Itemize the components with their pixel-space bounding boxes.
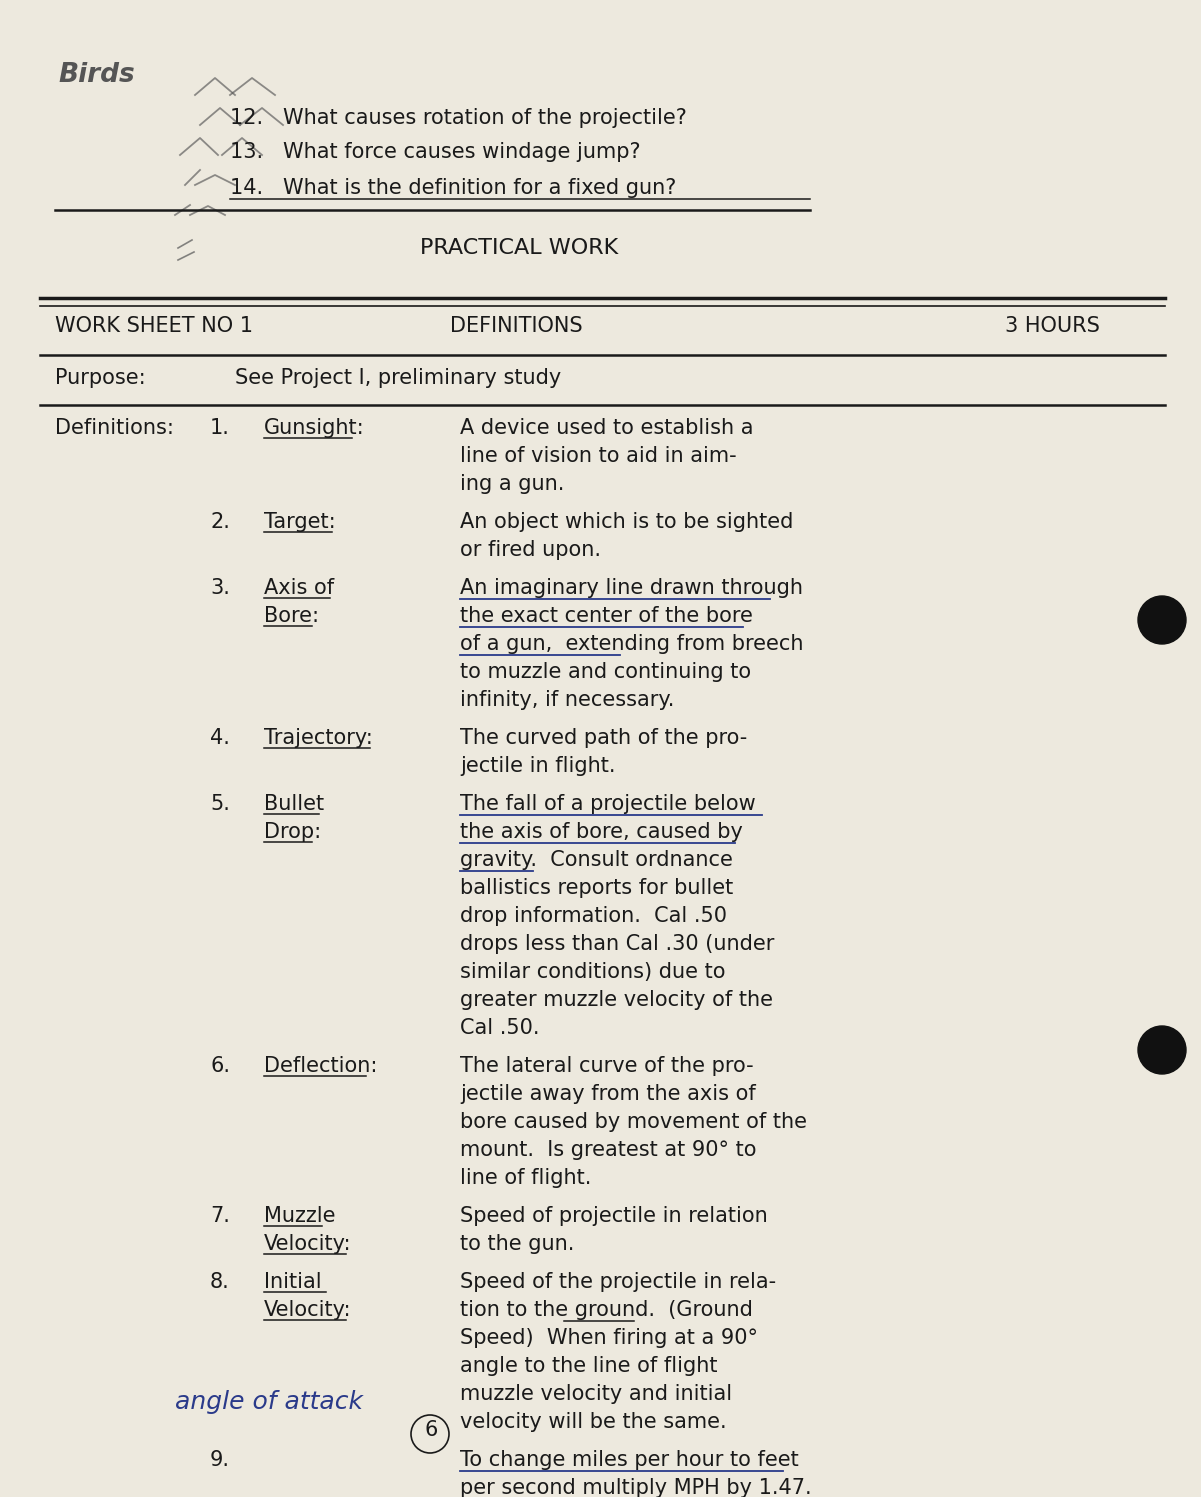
- Text: the axis of bore, caused by: the axis of bore, caused by: [460, 822, 743, 841]
- Text: A device used to establish a: A device used to establish a: [460, 418, 753, 439]
- Text: 2.: 2.: [210, 512, 229, 531]
- Text: Velocity:: Velocity:: [264, 1299, 352, 1320]
- Text: angle of attack: angle of attack: [175, 1391, 363, 1415]
- Text: Velocity:: Velocity:: [264, 1234, 352, 1254]
- Text: Trajectory:: Trajectory:: [264, 728, 372, 748]
- Text: The curved path of the pro-: The curved path of the pro-: [460, 728, 747, 748]
- Text: bore caused by movement of the: bore caused by movement of the: [460, 1112, 807, 1132]
- Text: See Project I, preliminary study: See Project I, preliminary study: [235, 368, 561, 388]
- Text: 3.: 3.: [210, 578, 229, 597]
- Text: similar conditions) due to: similar conditions) due to: [460, 963, 725, 982]
- Text: Speed of projectile in relation: Speed of projectile in relation: [460, 1207, 767, 1226]
- Text: muzzle velocity and initial: muzzle velocity and initial: [460, 1385, 733, 1404]
- Text: 7.: 7.: [210, 1207, 229, 1226]
- Text: PRACTICAL WORK: PRACTICAL WORK: [420, 238, 619, 257]
- Text: 1.: 1.: [210, 418, 229, 439]
- Text: Speed of the projectile in rela-: Speed of the projectile in rela-: [460, 1272, 776, 1292]
- Text: An object which is to be sighted: An object which is to be sighted: [460, 512, 794, 531]
- Text: Deflection:: Deflection:: [264, 1055, 377, 1076]
- Text: jectile in flight.: jectile in flight.: [460, 756, 615, 775]
- Text: mount.  Is greatest at 90° to: mount. Is greatest at 90° to: [460, 1141, 757, 1160]
- Text: ing a gun.: ing a gun.: [460, 475, 564, 494]
- Text: Birds: Birds: [58, 61, 135, 88]
- Text: The lateral curve of the pro-: The lateral curve of the pro-: [460, 1055, 753, 1076]
- Text: 5.: 5.: [210, 793, 229, 814]
- Text: line of vision to aid in aim-: line of vision to aid in aim-: [460, 446, 736, 466]
- Text: Drop:: Drop:: [264, 822, 321, 841]
- Circle shape: [1139, 1025, 1187, 1073]
- Text: 8.: 8.: [210, 1272, 229, 1292]
- Text: 6.: 6.: [210, 1055, 231, 1076]
- Text: to muzzle and continuing to: to muzzle and continuing to: [460, 662, 751, 683]
- Text: ballistics reports for bullet: ballistics reports for bullet: [460, 879, 734, 898]
- Text: Gunsight:: Gunsight:: [264, 418, 365, 439]
- Text: Bullet: Bullet: [264, 793, 324, 814]
- Text: To change miles per hour to feet: To change miles per hour to feet: [460, 1451, 799, 1470]
- Text: 13.   What force causes windage jump?: 13. What force causes windage jump?: [231, 142, 640, 162]
- Text: drop information.  Cal .50: drop information. Cal .50: [460, 906, 727, 927]
- Text: Speed)  When firing at a 90°: Speed) When firing at a 90°: [460, 1328, 758, 1347]
- Text: gravity.  Consult ordnance: gravity. Consult ordnance: [460, 850, 733, 870]
- Text: line of flight.: line of flight.: [460, 1168, 591, 1189]
- Text: An imaginary line drawn through: An imaginary line drawn through: [460, 578, 803, 597]
- Text: Purpose:: Purpose:: [55, 368, 145, 388]
- Text: greater muzzle velocity of the: greater muzzle velocity of the: [460, 990, 773, 1010]
- Text: jectile away from the axis of: jectile away from the axis of: [460, 1084, 755, 1103]
- Text: Muzzle: Muzzle: [264, 1207, 335, 1226]
- Text: 12.   What causes rotation of the projectile?: 12. What causes rotation of the projecti…: [231, 108, 687, 129]
- Text: The fall of a projectile below: The fall of a projectile below: [460, 793, 755, 814]
- Text: infinity, if necessary.: infinity, if necessary.: [460, 690, 675, 710]
- Text: WORK SHEET NO 1: WORK SHEET NO 1: [55, 316, 253, 335]
- Text: 3 HOURS: 3 HOURS: [1005, 316, 1100, 335]
- Text: 14.   What is the definition for a fixed gun?: 14. What is the definition for a fixed g…: [231, 178, 676, 198]
- Text: of a gun,  extending from breech: of a gun, extending from breech: [460, 635, 803, 654]
- Text: Target:: Target:: [264, 512, 335, 531]
- Text: to the gun.: to the gun.: [460, 1234, 574, 1254]
- Text: Initial: Initial: [264, 1272, 322, 1292]
- Text: 4.: 4.: [210, 728, 229, 748]
- Text: Definitions:: Definitions:: [55, 418, 174, 439]
- Text: tion to the ground.  (Ground: tion to the ground. (Ground: [460, 1299, 753, 1320]
- Text: or fired upon.: or fired upon.: [460, 540, 600, 560]
- Circle shape: [1139, 596, 1187, 644]
- Text: Axis of: Axis of: [264, 578, 334, 597]
- Text: Bore:: Bore:: [264, 606, 319, 626]
- Text: the exact center of the bore: the exact center of the bore: [460, 606, 753, 626]
- Text: 9.: 9.: [210, 1451, 231, 1470]
- Text: per second multiply MPH by 1.47.: per second multiply MPH by 1.47.: [460, 1478, 812, 1497]
- Text: drops less than Cal .30 (under: drops less than Cal .30 (under: [460, 934, 775, 954]
- Text: Cal .50.: Cal .50.: [460, 1018, 539, 1037]
- Text: velocity will be the same.: velocity will be the same.: [460, 1412, 727, 1433]
- Text: angle to the line of flight: angle to the line of flight: [460, 1356, 717, 1376]
- Text: DEFINITIONS: DEFINITIONS: [450, 316, 582, 335]
- Text: 6: 6: [425, 1421, 438, 1440]
